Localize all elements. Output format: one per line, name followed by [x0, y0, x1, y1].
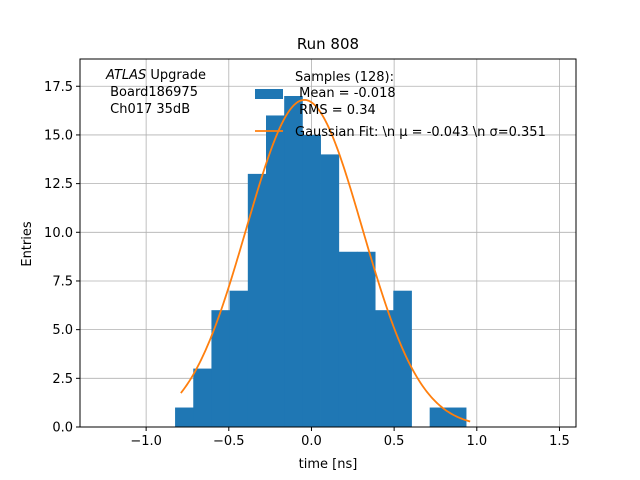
histogram-bar	[302, 134, 321, 427]
x-axis-label: time [ns]	[299, 457, 358, 472]
histogram-bar	[375, 310, 394, 427]
histogram-bar	[247, 173, 267, 427]
x-axis-ticks: −1.0 −0.5 0.0 0.5 1.0 1.5	[130, 427, 570, 449]
plot-frame	[79, 58, 577, 428]
y-axis-ticks: 0.0 2.5 5.0 7.5 10.0 12.5 15.0 17.5	[44, 80, 80, 436]
y-tick-label: 12.5	[44, 177, 73, 192]
y-tick-label: 17.5	[44, 80, 73, 95]
y-axis-label: Entries	[20, 221, 35, 267]
histogram-bar	[266, 115, 285, 427]
y-tick-label: 7.5	[52, 274, 73, 289]
legend-hist-swatch	[255, 89, 283, 99]
histogram-bar	[356, 251, 376, 427]
axes	[79, 58, 577, 428]
x-tick-label: 1.5	[549, 434, 570, 449]
histogram-bar	[338, 251, 358, 427]
legend-hist-label-3: RMS = 0.34	[295, 103, 376, 118]
atlas-annotation: ATLAS Upgrade Board186975 Ch017 35dB	[105, 68, 206, 117]
y-tick-label: 15.0	[44, 128, 73, 143]
histogram-bar	[429, 407, 449, 427]
legend-hist-label-1: Samples (128):	[295, 70, 394, 85]
histogram-bar	[193, 368, 212, 427]
annotation-line-3: Ch017 35dB	[106, 102, 190, 117]
histogram-bar	[229, 290, 249, 427]
annotation-line-1: ATLAS Upgrade	[105, 68, 206, 83]
y-tick-label: 2.5	[52, 372, 73, 387]
y-tick-label: 5.0	[52, 323, 73, 338]
annotation-upgrade: Upgrade	[146, 68, 206, 83]
legend-fit-label: Gaussian Fit: \n μ = -0.043 \n σ=0.351	[295, 125, 546, 140]
histogram-bars	[175, 95, 467, 428]
y-tick-label: 10.0	[44, 226, 73, 241]
x-tick-label: 1.0	[466, 434, 487, 449]
gaussian-fit	[180, 98, 471, 423]
histogram-bar	[393, 290, 412, 427]
histogram-bar	[175, 407, 194, 427]
histogram-bar	[320, 154, 340, 427]
x-tick-label: −0.5	[213, 434, 245, 449]
histogram-bar	[284, 95, 303, 428]
annotation-atlas: ATLAS	[105, 68, 146, 83]
x-tick-label: 0.0	[301, 434, 322, 449]
fit-curve	[180, 98, 471, 423]
chart-title: Run 808	[297, 35, 359, 53]
y-tick-label: 0.0	[52, 421, 73, 436]
x-tick-label: −1.0	[130, 434, 162, 449]
x-tick-label: 0.5	[384, 434, 405, 449]
annotation-line-2: Board186975	[106, 85, 198, 100]
histogram-bar	[211, 310, 231, 427]
legend-hist-label-2: Mean = -0.018	[295, 86, 396, 101]
legend: Samples (128): Mean = -0.018 RMS = 0.34 …	[255, 70, 546, 140]
